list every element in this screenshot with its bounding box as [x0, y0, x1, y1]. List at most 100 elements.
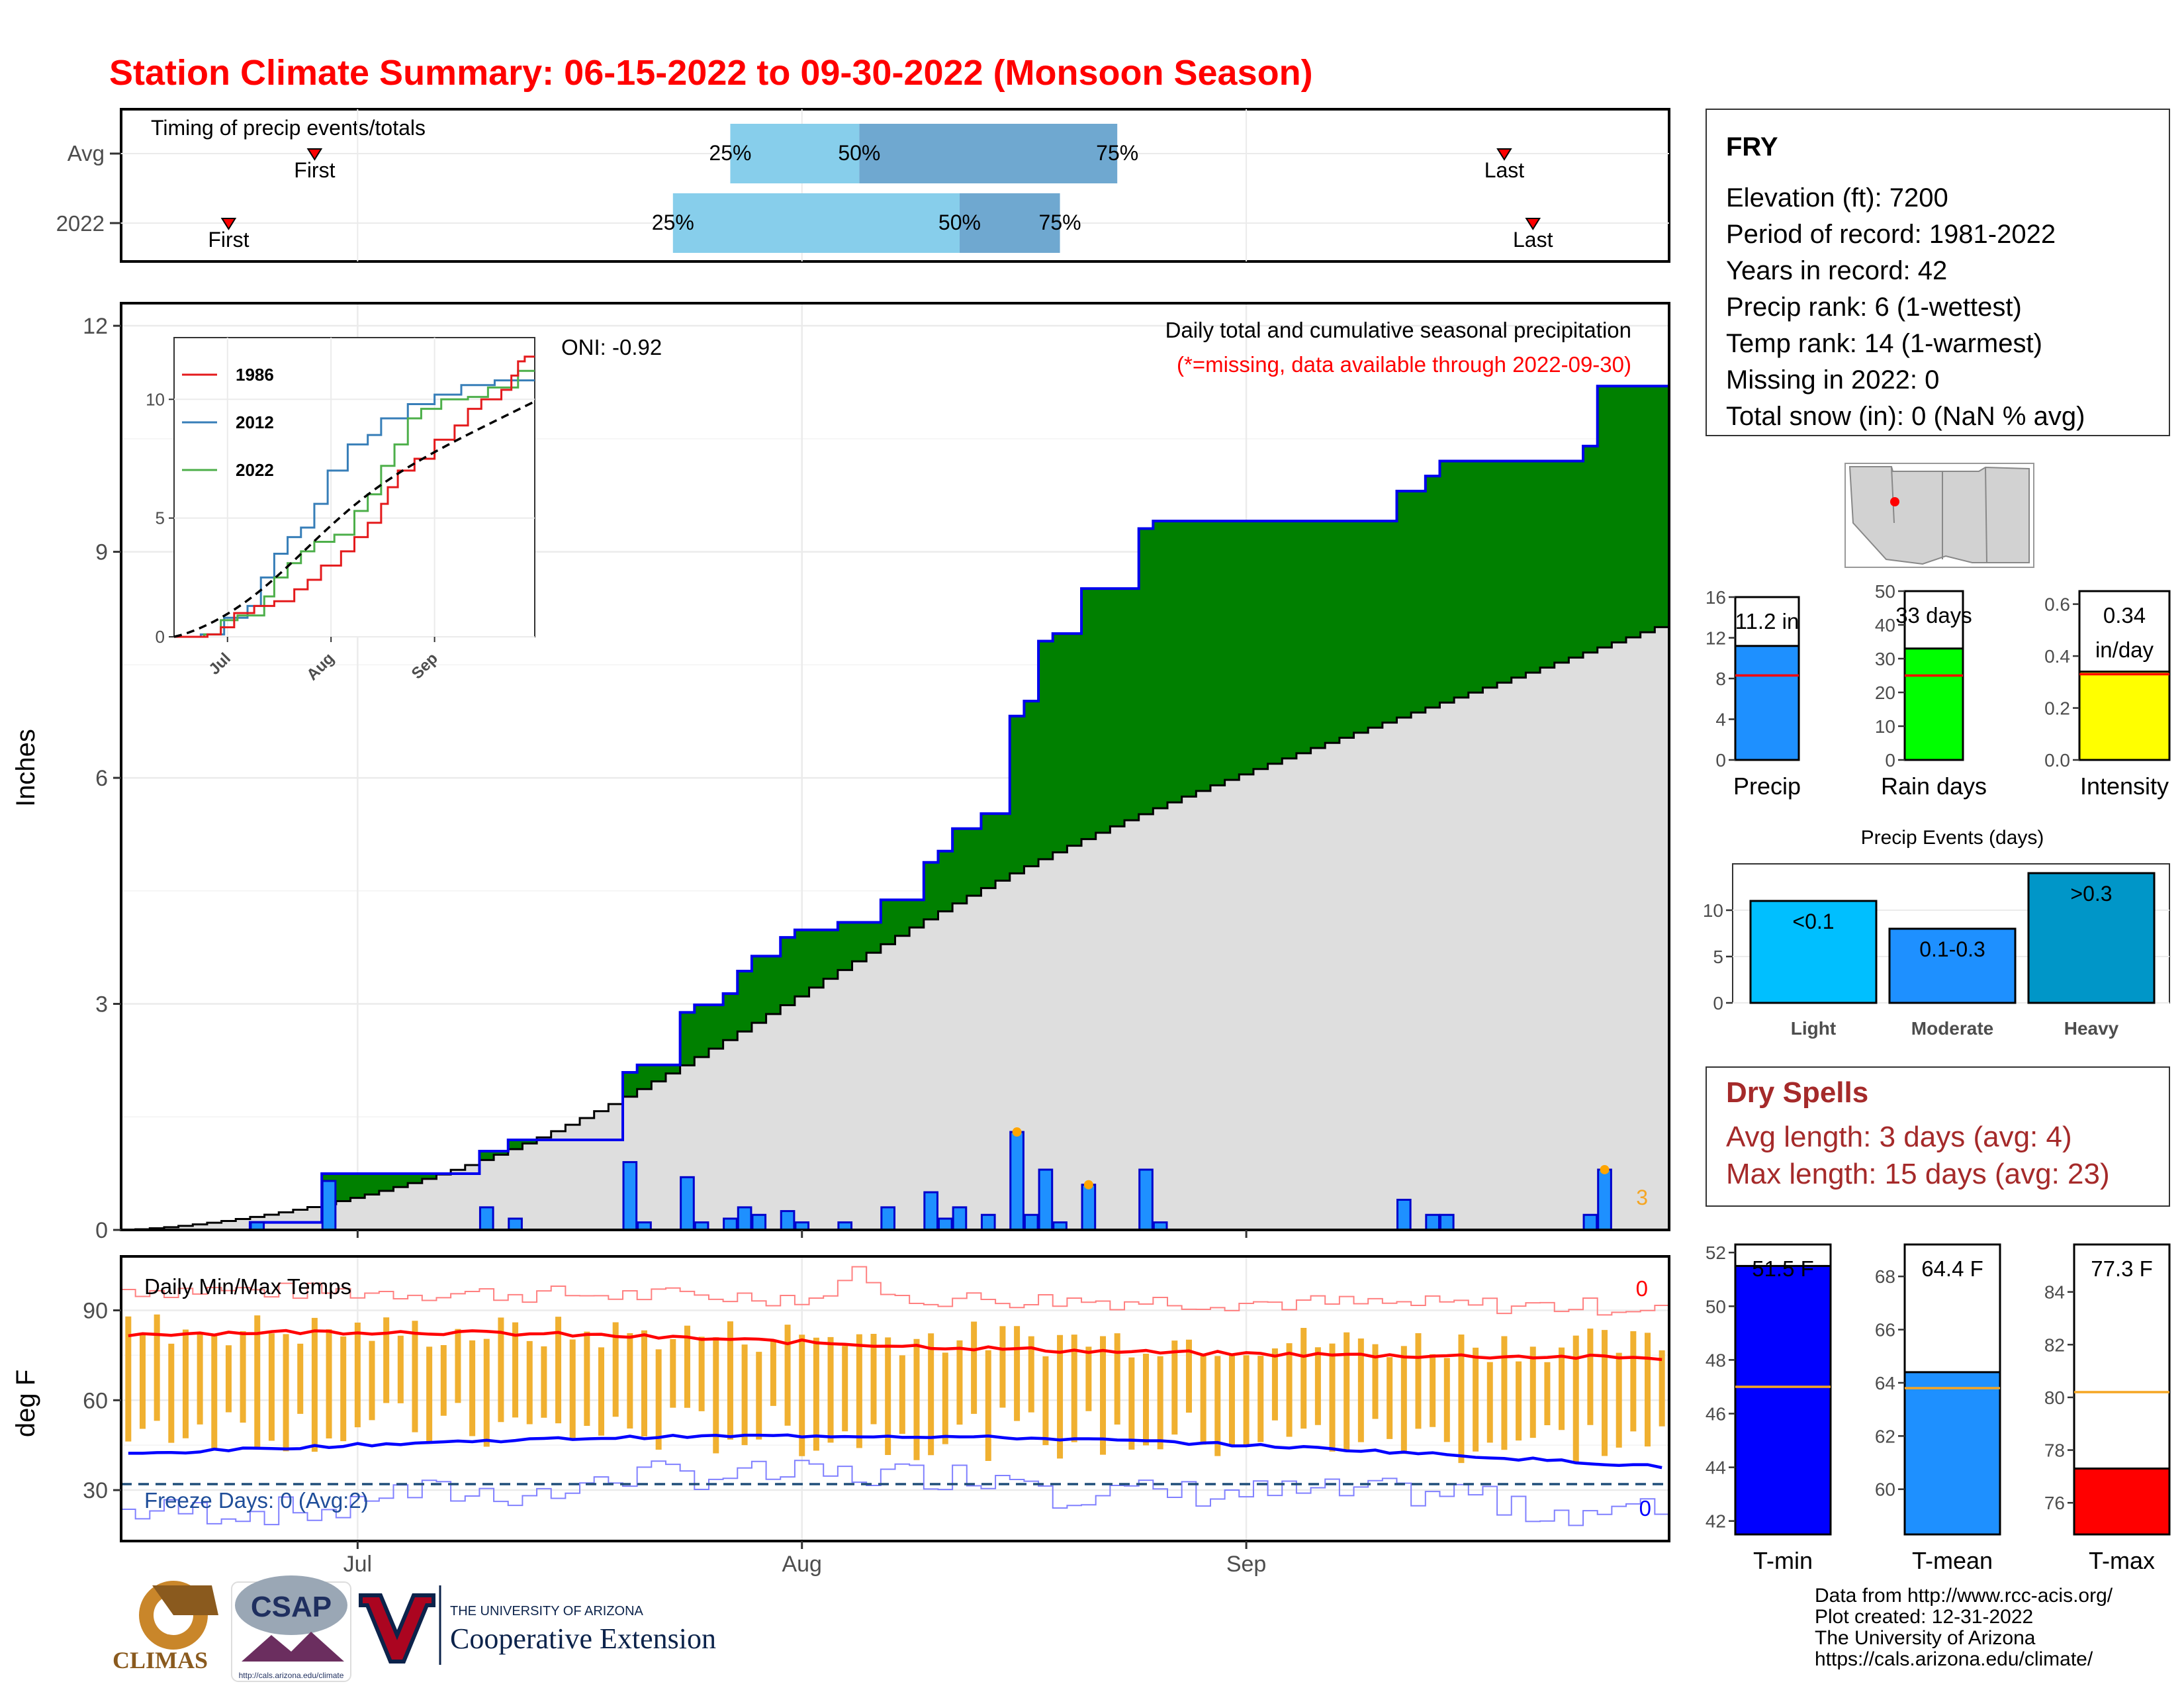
station-missing: Missing in 2022: 0: [1726, 365, 1939, 395]
inset-legend-label: 1986: [236, 365, 274, 385]
station-years: Years in record: 42: [1726, 256, 1947, 285]
timing-last-marker: [1496, 148, 1512, 161]
events-ytick-label: 0: [1713, 993, 1723, 1013]
credit-line-3: The University of Arizona: [1815, 1627, 2036, 1649]
daily-precip-bar: [321, 1180, 337, 1230]
temp-ylabel: deg F: [11, 1370, 40, 1437]
daily-precip-bar: [680, 1176, 695, 1230]
events-category-label: Light: [1791, 1018, 1836, 1039]
daily-precip-bar: [837, 1221, 853, 1230]
timing-bar-50-75: [859, 124, 1118, 183]
temp-ytick-label: 90: [83, 1298, 108, 1323]
station-period: Period of record: 1981-2022: [1726, 220, 2056, 249]
dry-spells-title: Dry Spells: [1726, 1076, 1868, 1109]
locator-map: [1844, 463, 2034, 568]
summary-ytick-label: 52: [1706, 1243, 1726, 1263]
daily-precip-bar: [1582, 1213, 1598, 1230]
timing-first-label: First: [208, 228, 249, 252]
cumulative-avg-area: [121, 627, 1669, 1230]
timing-bar-25-50: [672, 193, 960, 253]
main-precip-panel: 0 3 6 9 12 Inches Daily total and cumulative…: [11, 302, 1670, 1243]
daily-precip-flag: [1012, 1127, 1022, 1137]
events-bar-label: >0.3: [2070, 882, 2112, 906]
freeze-days-label: Freeze Days: 0 (Avg:2): [144, 1488, 369, 1513]
events-category-label: Moderate: [1911, 1018, 1993, 1039]
daily-precip-bar: [723, 1217, 738, 1230]
avg-max-temp-line: [128, 1329, 1662, 1362]
summary-ytick-label: 40: [1875, 615, 1895, 635]
timing-label-25: 25%: [652, 211, 694, 234]
station-precip-rank: Precip rank: 6 (1-wettest): [1726, 293, 2022, 322]
summary-value-bar: [1734, 1264, 1832, 1536]
main-title-line2: (*=missing, data available through 2022-…: [1177, 352, 1631, 377]
summary-ytick-label: 0.4: [2044, 646, 2070, 667]
summary-value-label: 77.3 F: [2091, 1256, 2153, 1281]
month-tick-label: Sep: [1226, 1552, 1267, 1577]
daily-precip-bar: [1138, 1168, 1154, 1230]
summary-ytick-label: 76: [2044, 1493, 2065, 1513]
inset-line-2022: [174, 369, 535, 638]
month-tick-label: Jul: [343, 1552, 372, 1577]
csap-logo: CSAP http://cals.arizona.edu/climate: [231, 1575, 351, 1682]
station-temp-rank: Temp rank: 14 (1-warmest): [1726, 329, 2042, 358]
daily-precip-bar: [751, 1213, 767, 1230]
record-min-line: [121, 1460, 1669, 1526]
events-category-label: Heavy: [2064, 1018, 2119, 1039]
daily-precip-bar: [952, 1206, 968, 1230]
record-max-line: [121, 1266, 1669, 1316]
summary-ytick-label: 10: [1875, 716, 1895, 737]
dry-spells-max: Max length: 15 days (avg: 23): [1726, 1158, 2110, 1190]
temp-max-count: 0: [1636, 1276, 1648, 1301]
main-ytick-label: 12: [83, 314, 108, 339]
summary-value-bar: [1903, 1371, 2001, 1536]
summary-value-bar: [1734, 645, 1800, 761]
timing-panel: Timing of precip events/totals Avg 2022 …: [56, 108, 1670, 263]
station-name: FRY: [1726, 132, 1778, 162]
daily-precip-bar: [1152, 1221, 1168, 1230]
events-ytick-label: 5: [1713, 947, 1723, 967]
daily-precip-bar: [1425, 1213, 1440, 1230]
timing-bar-50-75: [959, 193, 1060, 253]
dry-spells-avg: Avg length: 3 days (avg: 4): [1726, 1121, 2072, 1153]
timing-label-75: 75%: [1096, 141, 1138, 165]
summary-name: Intensity: [2080, 773, 2169, 800]
climas-logo-text: CLIMAS: [113, 1647, 208, 1673]
ua-line1: THE UNIVERSITY OF ARIZONA: [450, 1604, 644, 1618]
summary-ytick-label: 30: [1875, 649, 1895, 669]
summary-ytick-label: 78: [2044, 1440, 2065, 1461]
summary-ytick-label: 0.2: [2044, 698, 2070, 719]
summary-value-label: 51.5 F: [1752, 1256, 1814, 1281]
summary-ytick-label: 64: [1875, 1373, 1895, 1393]
daily-precip-bar: [737, 1206, 752, 1230]
summary-value-label: 0.34: [2103, 603, 2146, 628]
summary-value-label: 64.4 F: [1921, 1256, 1983, 1281]
daily-precip-bar: [694, 1221, 709, 1230]
daily-precip-bar: [1038, 1168, 1054, 1230]
events-bar: [1749, 900, 1878, 1004]
timing-row-2022-label: 2022: [56, 211, 105, 236]
timing-label: Timing of precip events/totals: [151, 116, 426, 140]
summary-value-label: in/day: [2095, 637, 2154, 662]
credit-line-4: https://cals.arizona.edu/climate/: [1815, 1648, 2093, 1670]
summary-ytick-label: 80: [2044, 1387, 2065, 1408]
summary-name: T-mean: [1912, 1547, 1993, 1574]
timing-last-label: Last: [1484, 158, 1525, 182]
daily-precip-bar: [794, 1221, 810, 1230]
daily-precip-bar: [780, 1210, 796, 1230]
summary-ytick-label: 42: [1706, 1511, 1726, 1532]
inset-ytick-label: 0: [156, 627, 165, 647]
daily-precip-flag: [1083, 1180, 1093, 1190]
summary-value-bar: [1903, 647, 1964, 761]
daily-precip-bar: [980, 1213, 996, 1230]
credit-line-2: Plot created: 12-31-2022: [1815, 1606, 2033, 1628]
summary-ytick-label: 0: [1885, 750, 1895, 771]
inset-ytick-label: 5: [156, 508, 165, 528]
cumulative-avg-line: [121, 626, 1669, 1230]
timing-label-50: 50%: [838, 141, 880, 165]
temp-min-count: 0: [1639, 1496, 1651, 1521]
events-ytick-label: 10: [1703, 900, 1723, 921]
temp-title: Daily Min/Max Temps: [144, 1274, 351, 1299]
summary-ytick-label: 44: [1706, 1458, 1726, 1478]
daily-precip-bar: [1081, 1184, 1097, 1230]
